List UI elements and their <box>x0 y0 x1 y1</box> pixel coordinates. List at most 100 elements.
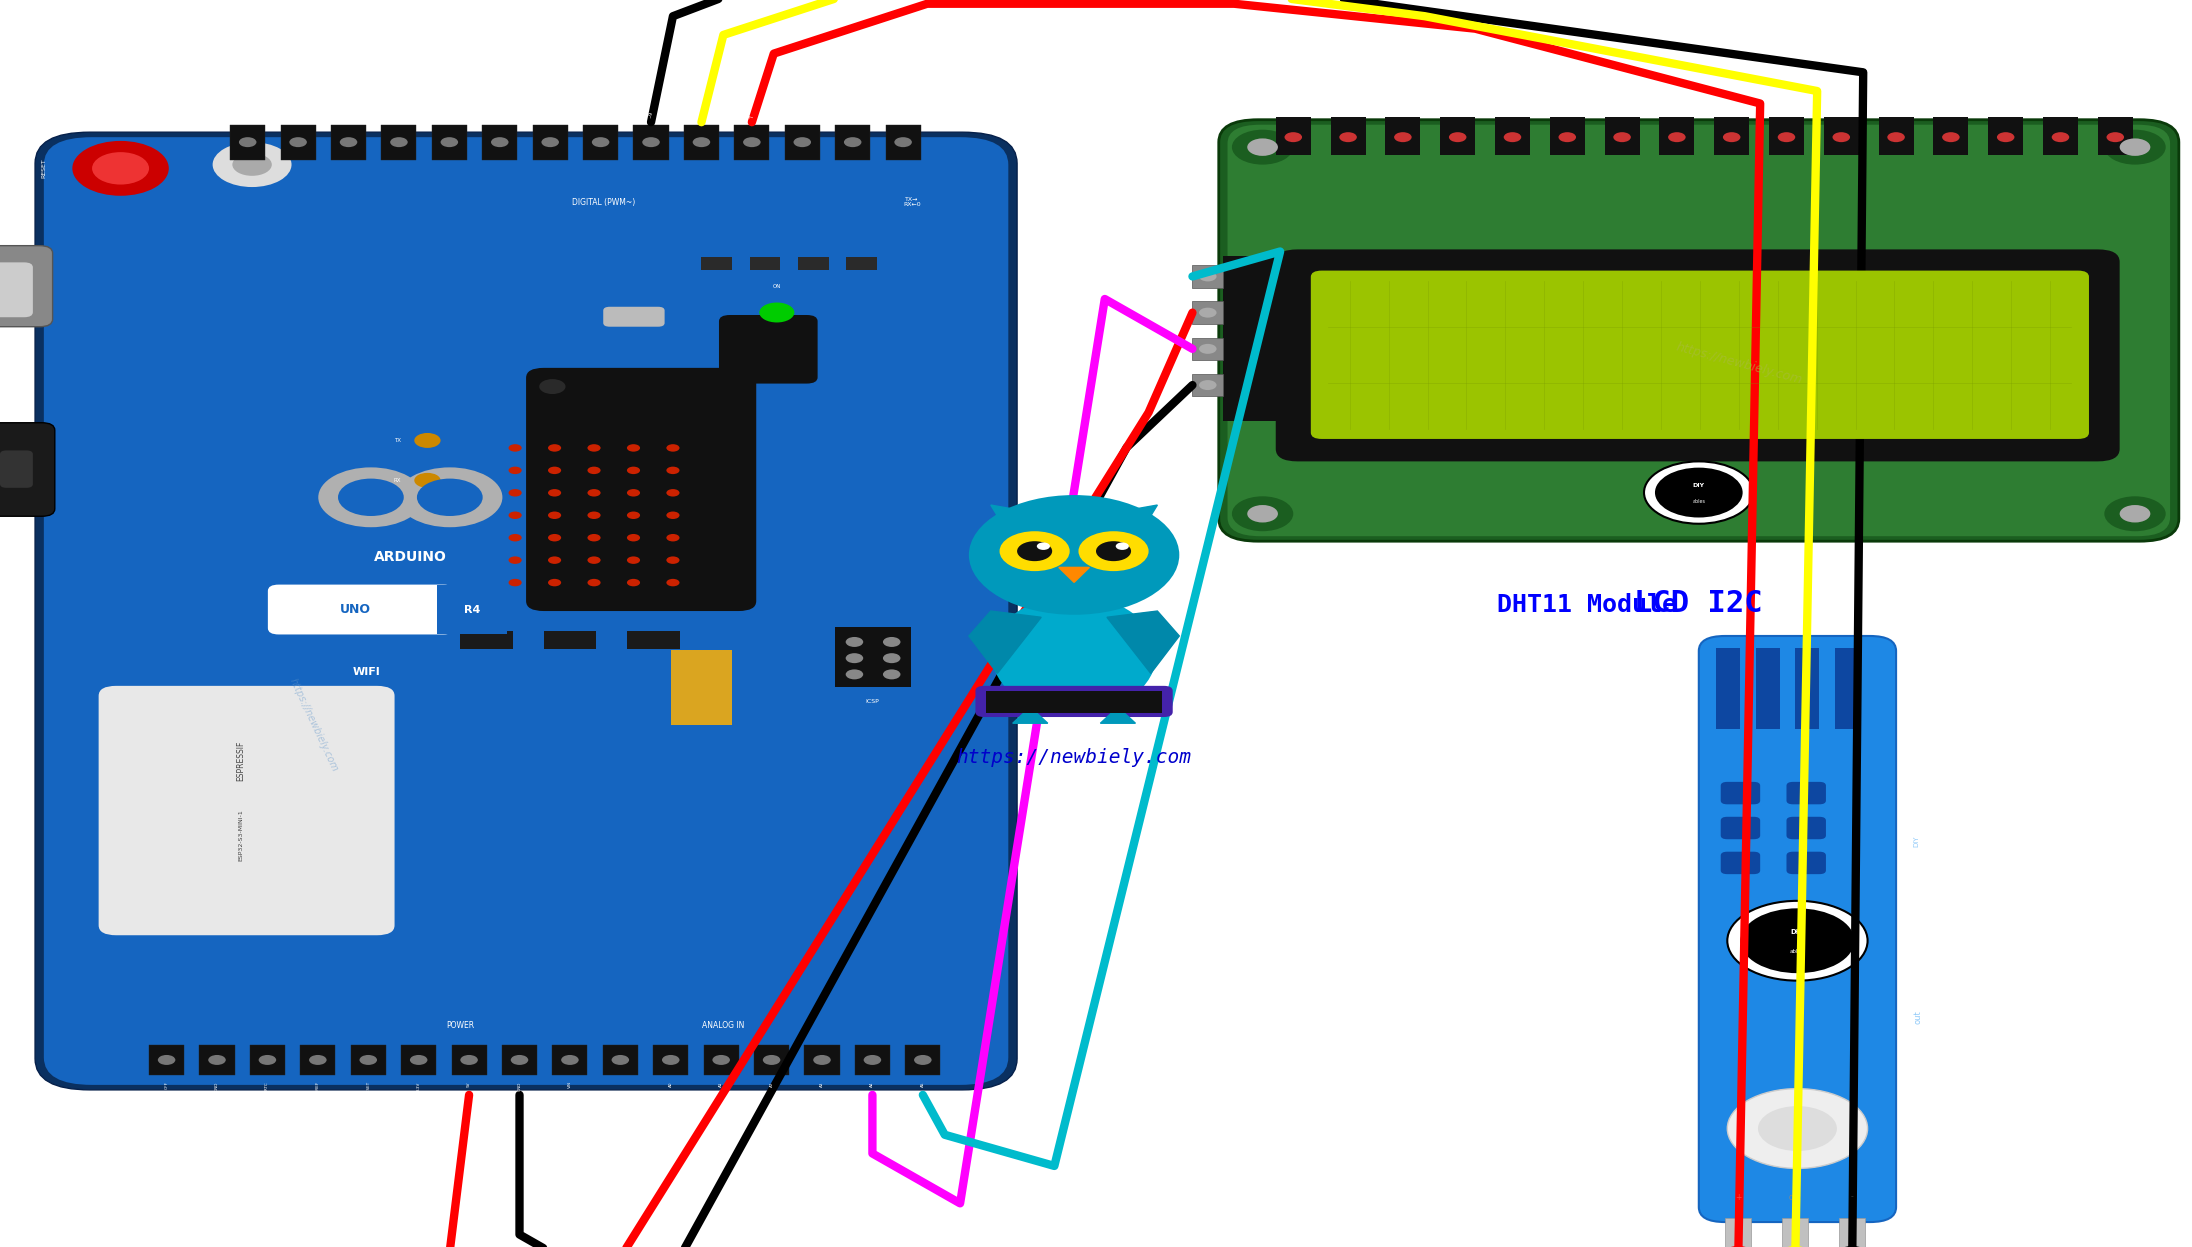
Circle shape <box>666 511 680 519</box>
Bar <box>1440 117 1475 155</box>
Circle shape <box>1727 900 1868 980</box>
Circle shape <box>1078 531 1149 571</box>
FancyBboxPatch shape <box>0 246 53 327</box>
Text: ESP32-S3-MINI-1: ESP32-S3-MINI-1 <box>239 809 243 862</box>
FancyBboxPatch shape <box>1786 817 1826 839</box>
Circle shape <box>509 489 522 496</box>
Bar <box>452 1045 487 1075</box>
Circle shape <box>340 137 357 147</box>
Circle shape <box>587 556 601 564</box>
FancyBboxPatch shape <box>0 450 33 488</box>
Text: TX: TX <box>395 438 401 443</box>
FancyBboxPatch shape <box>99 686 395 935</box>
Text: 8: 8 <box>699 115 704 118</box>
Circle shape <box>1725 1246 1751 1247</box>
Polygon shape <box>1100 707 1135 723</box>
Text: ~9: ~9 <box>649 111 653 118</box>
Text: 5: 5 <box>850 115 855 118</box>
Bar <box>1659 117 1694 155</box>
Polygon shape <box>969 611 1041 673</box>
Text: GND: GND <box>517 1081 522 1091</box>
FancyBboxPatch shape <box>1699 636 1896 1222</box>
FancyBboxPatch shape <box>719 315 818 384</box>
Circle shape <box>1339 132 1357 142</box>
Text: ESPRESSIF: ESPRESSIF <box>237 741 246 781</box>
Circle shape <box>666 444 680 451</box>
Text: UNO: UNO <box>340 604 370 616</box>
Bar <box>653 1045 688 1075</box>
Bar <box>199 1045 235 1075</box>
Circle shape <box>1449 132 1466 142</box>
Bar <box>149 1045 184 1075</box>
Text: GND: GND <box>215 1081 219 1091</box>
Bar <box>754 1045 789 1075</box>
Circle shape <box>232 153 272 176</box>
FancyBboxPatch shape <box>1786 782 1826 804</box>
Text: out: out <box>1914 1010 1922 1024</box>
Circle shape <box>416 479 482 516</box>
Text: DHT11 Module: DHT11 Module <box>1497 594 1677 617</box>
Bar <box>1988 117 2023 155</box>
Circle shape <box>846 653 864 663</box>
Circle shape <box>612 1055 629 1065</box>
Bar <box>846 257 877 269</box>
Circle shape <box>318 468 423 527</box>
Bar <box>1879 117 1914 155</box>
Bar <box>1933 117 1968 155</box>
FancyBboxPatch shape <box>1228 125 2170 536</box>
Text: ~6: ~6 <box>800 111 804 118</box>
FancyBboxPatch shape <box>603 307 664 327</box>
Circle shape <box>1199 380 1217 390</box>
Circle shape <box>1285 132 1302 142</box>
Bar <box>627 631 680 648</box>
Circle shape <box>864 1055 881 1065</box>
Text: 12: 12 <box>498 112 502 118</box>
Text: AREF: AREF <box>346 106 351 118</box>
Bar <box>1824 117 1859 155</box>
Circle shape <box>491 137 509 147</box>
Text: 3.3V: 3.3V <box>416 1081 421 1091</box>
Circle shape <box>642 137 660 147</box>
Text: VIN: VIN <box>568 1081 572 1089</box>
Circle shape <box>1887 132 1905 142</box>
FancyBboxPatch shape <box>35 132 1017 1090</box>
Text: RX: RX <box>395 478 401 483</box>
Circle shape <box>289 137 307 147</box>
Text: out: out <box>1789 1192 1802 1202</box>
Polygon shape <box>1013 707 1048 723</box>
Text: -: - <box>1850 1192 1854 1202</box>
Bar <box>704 1045 739 1075</box>
Text: A4: A4 <box>870 1081 875 1086</box>
Circle shape <box>587 511 601 519</box>
Text: LCD I2C: LCD I2C <box>1635 589 1762 617</box>
Circle shape <box>743 137 761 147</box>
Text: IOREF: IOREF <box>316 1081 320 1094</box>
Text: DIY: DIY <box>1791 929 1804 935</box>
Circle shape <box>627 556 640 564</box>
Circle shape <box>1778 132 1795 142</box>
Bar <box>1725 1218 1751 1247</box>
Circle shape <box>509 444 522 451</box>
Circle shape <box>1782 1246 1808 1247</box>
Bar <box>300 1045 335 1075</box>
Text: 5V: 5V <box>467 1081 471 1086</box>
Circle shape <box>883 637 901 647</box>
Circle shape <box>2107 132 2124 142</box>
Circle shape <box>509 534 522 541</box>
Circle shape <box>92 152 149 185</box>
Circle shape <box>414 433 441 448</box>
Circle shape <box>693 137 710 147</box>
FancyBboxPatch shape <box>0 262 33 317</box>
Circle shape <box>587 579 601 586</box>
Bar <box>633 125 669 160</box>
Circle shape <box>969 495 1179 615</box>
Circle shape <box>1723 132 1740 142</box>
Circle shape <box>509 511 522 519</box>
Circle shape <box>627 534 640 541</box>
Circle shape <box>397 468 502 527</box>
Bar <box>1716 648 1740 729</box>
Circle shape <box>460 1055 478 1065</box>
Text: ICSP: ICSP <box>866 700 879 705</box>
Circle shape <box>1668 132 1686 142</box>
Bar <box>1192 302 1223 324</box>
